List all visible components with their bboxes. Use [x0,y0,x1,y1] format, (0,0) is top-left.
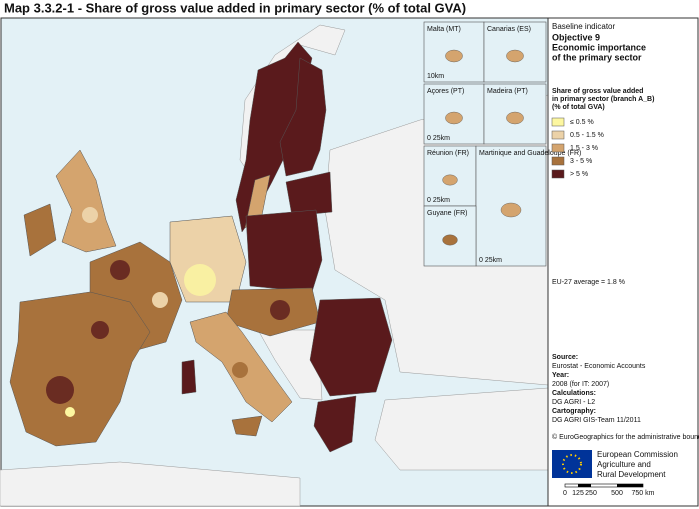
copyright: © EuroGeographics for the administrative… [552,433,699,441]
romania-bulgaria [309,297,393,397]
insets: Malta (MT) 10km Canarias (ES) Açores (PT) 0 … [423,21,581,267]
turkey [374,387,549,471]
eu-average: EU-27 average = 1.8 % [552,279,625,286]
source-text: 2008 (for IT: 2007) [552,381,609,388]
legend-swatch [551,130,565,140]
legend-heading: Economic importance [552,42,646,52]
source-text: DG AGRI - L2 [552,399,595,406]
legend-label: 0.5 - 1.5 % [570,132,604,139]
source-text: DG AGRI GIS-Team 11/2011 [552,417,641,424]
uk [55,149,117,253]
logo-text: Rural Development [597,470,666,479]
legend-label: 1.5 - 3 % [570,145,598,152]
logo-text: European Commission [597,450,678,459]
legend-objective: Objective 9 [552,32,600,42]
inset-label: Madeira (PT) [487,88,528,95]
inset-island [500,202,522,218]
inset-island [506,111,524,125]
source-head: Cartography: [552,408,596,415]
legend-label: > 5 % [570,171,588,178]
legend-subheading: (% of total GVA) [552,104,605,111]
legend-label: 3 - 5 % [570,158,592,165]
scalebar-label: 0 [563,490,567,497]
inset-scale: 0 25km [479,257,502,264]
sardinia [181,359,197,395]
panel-frame [547,17,699,507]
greece [313,395,357,453]
iberia [9,291,151,447]
legend-label: ≤ 0.5 % [570,119,594,126]
scalebar-label: 750 km [632,490,655,497]
legend-heading: of the primary sector [552,52,642,62]
scalebar-label: 250 [585,490,597,497]
inset-island [506,49,524,63]
scalebar-label: 125 [572,490,584,497]
inset-island [442,174,458,186]
side-panel: Malta (MT) 10km Canarias (ES) Açores (PT) 0 … [423,17,699,507]
legend-swatch [551,156,565,166]
sicily [231,415,263,437]
inset-scale: 0 25km [427,135,450,142]
legend-swatch [551,143,565,153]
inset-label: Réunion (FR) [427,150,469,157]
legend-subheading: in primary sector (branch A_B) [552,96,654,103]
source-text: Eurostat - Economic Accounts [552,363,646,370]
source-head: Source: [552,354,578,361]
inset-scale: 0 25km [427,197,450,204]
inset-label: Martinique and Guadeloupe (FR) [479,150,581,157]
scalebar: 0 125 250 500 750 km [563,483,655,497]
finland [279,57,327,177]
baltics [285,171,333,217]
balkans [257,329,323,401]
inset-island [442,234,458,246]
logo: European Commission Agriculture and Rura… [552,450,678,479]
source-head: Calculations: [552,390,596,397]
scalebar-fill [617,484,643,487]
legend-swatch [551,117,565,127]
scalebar-label: 500 [611,490,623,497]
ireland [23,203,57,257]
inset-scale: 10km [427,73,444,80]
inset-island [445,111,463,125]
poland [245,209,323,293]
inset-label: Canarias (ES) [487,26,531,33]
inset-label: Guyane (FR) [427,210,467,217]
source-head: Year: [552,372,569,379]
title: Map 3.3.2-1 - Share of gross value added… [4,0,466,15]
inset-label: Açores (PT) [427,88,464,95]
north-africa [0,461,301,507]
eu-stars [562,454,582,474]
regional-mosaic [46,207,290,417]
inset-island [445,49,463,63]
legend-swatch [551,169,565,179]
source: Source: Eurostat - Economic Accounts Year:… [552,354,699,441]
logo-text: Agriculture and [597,460,651,469]
inset-label: Malta (MT) [427,26,461,33]
legend-kicker: Baseline indicator [552,22,615,31]
legend-subheading: Share of gross value added [552,88,643,95]
scalebar-fill [578,484,591,487]
